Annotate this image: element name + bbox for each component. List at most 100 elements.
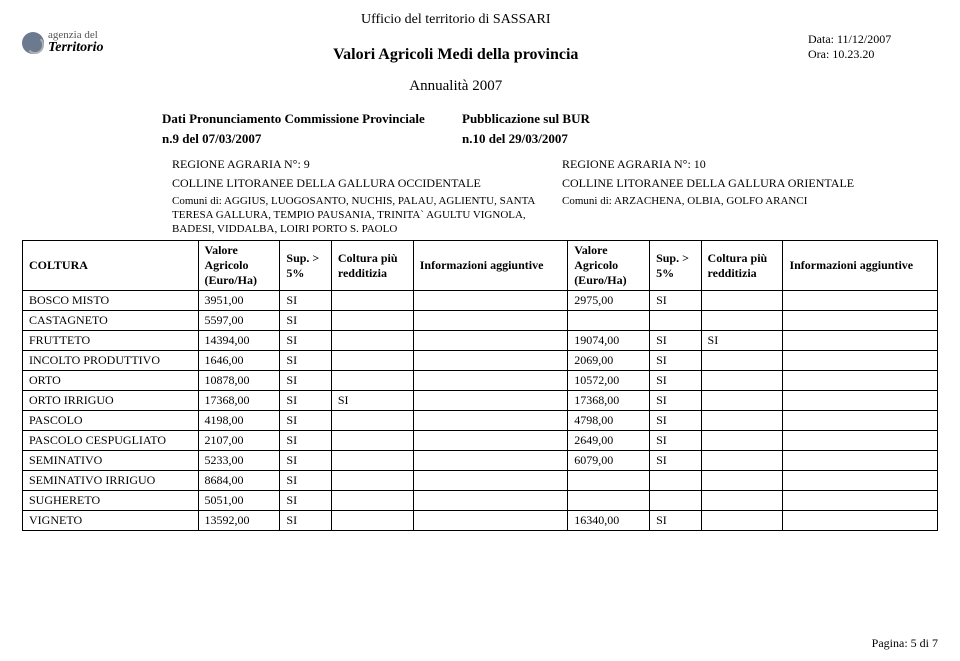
cell-i1 bbox=[413, 471, 567, 491]
time-label: Ora: 10.23.20 bbox=[808, 47, 938, 62]
cell-v2 bbox=[568, 311, 650, 331]
cell-s2 bbox=[650, 491, 701, 511]
cell-i2 bbox=[783, 351, 938, 371]
cell-s2 bbox=[650, 471, 701, 491]
table-body: BOSCO MISTO3951,00SI2975,00SICASTAGNETO5… bbox=[23, 291, 938, 531]
cell-v2 bbox=[568, 471, 650, 491]
table-row: SUGHERETO5051,00SI bbox=[23, 491, 938, 511]
cell-s1: SI bbox=[280, 451, 331, 471]
region-right: REGIONE AGRARIA N°: 10 COLLINE LITORANEE… bbox=[562, 157, 898, 236]
cell-s2: SI bbox=[650, 511, 701, 531]
cell-s1: SI bbox=[280, 331, 331, 351]
table-row: SEMINATIVO IRRIGUO8684,00SI bbox=[23, 471, 938, 491]
cell-coltura: FRUTTETO bbox=[23, 331, 199, 351]
cell-s2: SI bbox=[650, 431, 701, 451]
cell-s1: SI bbox=[280, 511, 331, 531]
cell-i1 bbox=[413, 311, 567, 331]
cell-v2 bbox=[568, 491, 650, 511]
table-row: BOSCO MISTO3951,00SI2975,00SI bbox=[23, 291, 938, 311]
cell-v1: 3951,00 bbox=[198, 291, 280, 311]
cell-r1 bbox=[331, 371, 413, 391]
th-sup-1: Sup. > 5% bbox=[280, 241, 331, 291]
table-row: PASCOLO CESPUGLIATO2107,00SI2649,00SI bbox=[23, 431, 938, 451]
page-footer: Pagina: 5 di 7 bbox=[872, 636, 938, 651]
cell-v1: 17368,00 bbox=[198, 391, 280, 411]
logo-text: agenzia del Territorio bbox=[48, 30, 104, 55]
cell-v2: 2649,00 bbox=[568, 431, 650, 451]
region-left-name: COLLINE LITORANEE DELLA GALLURA OCCIDENT… bbox=[172, 176, 542, 191]
cell-s2 bbox=[650, 311, 701, 331]
commission-label: Dati Pronunciamento Commissione Provinci… bbox=[162, 111, 462, 127]
publication-label: Pubblicazione sul BUR bbox=[462, 111, 898, 127]
th-red-2: Coltura più redditizia bbox=[701, 241, 783, 291]
publication-value: n.10 del 29/03/2007 bbox=[462, 131, 898, 147]
cell-s1: SI bbox=[280, 311, 331, 331]
cell-v2: 19074,00 bbox=[568, 331, 650, 351]
center-titles: Ufficio del territorio di SASSARI Valori… bbox=[104, 12, 809, 105]
table-header-row: COLTURA Valore Agricolo (Euro/Ha) Sup. >… bbox=[23, 241, 938, 291]
cell-i1 bbox=[413, 411, 567, 431]
cell-i1 bbox=[413, 371, 567, 391]
subheader-labels: Dati Pronunciamento Commissione Provinci… bbox=[162, 111, 898, 127]
subheader-values: n.9 del 07/03/2007 n.10 del 29/03/2007 bbox=[162, 131, 898, 147]
cell-r1 bbox=[331, 411, 413, 431]
annualita: Annualità 2007 bbox=[104, 78, 809, 95]
cell-s1: SI bbox=[280, 491, 331, 511]
cell-i1 bbox=[413, 331, 567, 351]
cell-i1 bbox=[413, 451, 567, 471]
cell-s1: SI bbox=[280, 351, 331, 371]
table-row: FRUTTETO14394,00SI19074,00SISI bbox=[23, 331, 938, 351]
cell-r1 bbox=[331, 511, 413, 531]
header: agenzia del Territorio Ufficio del terri… bbox=[22, 12, 938, 105]
cell-r1 bbox=[331, 471, 413, 491]
cell-i2 bbox=[783, 311, 938, 331]
region-right-comuni: Comuni di: ARZACHENA, OLBIA, GOLFO ARANC… bbox=[562, 195, 898, 209]
cell-coltura: CASTAGNETO bbox=[23, 311, 199, 331]
cell-v1: 5233,00 bbox=[198, 451, 280, 471]
data-table: COLTURA Valore Agricolo (Euro/Ha) Sup. >… bbox=[22, 240, 938, 531]
office-title: Ufficio del territorio di SASSARI bbox=[104, 12, 809, 28]
cell-s1: SI bbox=[280, 431, 331, 451]
cell-coltura: SEMINATIVO bbox=[23, 451, 199, 471]
cell-v1: 13592,00 bbox=[198, 511, 280, 531]
cell-s2: SI bbox=[650, 291, 701, 311]
region-right-num: REGIONE AGRARIA N°: 10 bbox=[562, 157, 898, 172]
th-valore-2: Valore Agricolo (Euro/Ha) bbox=[568, 241, 650, 291]
cell-i2 bbox=[783, 511, 938, 531]
date-meta: Data: 11/12/2007 Ora: 10.23.20 bbox=[808, 32, 938, 62]
cell-r2 bbox=[701, 471, 783, 491]
cell-coltura: PASCOLO bbox=[23, 411, 199, 431]
cell-i1 bbox=[413, 511, 567, 531]
cell-coltura: INCOLTO PRODUTTIVO bbox=[23, 351, 199, 371]
cell-v1: 8684,00 bbox=[198, 471, 280, 491]
cell-r2 bbox=[701, 411, 783, 431]
cell-coltura: PASCOLO CESPUGLIATO bbox=[23, 431, 199, 451]
table-row: INCOLTO PRODUTTIVO1646,00SI2069,00SI bbox=[23, 351, 938, 371]
cell-v1: 10878,00 bbox=[198, 371, 280, 391]
agency-logo: agenzia del Territorio bbox=[22, 30, 104, 55]
cell-s1: SI bbox=[280, 471, 331, 491]
cell-v1: 5597,00 bbox=[198, 311, 280, 331]
cell-s2: SI bbox=[650, 451, 701, 471]
cell-v2: 6079,00 bbox=[568, 451, 650, 471]
cell-r1 bbox=[331, 331, 413, 351]
cell-r2 bbox=[701, 431, 783, 451]
cell-i1 bbox=[413, 391, 567, 411]
cell-r2 bbox=[701, 451, 783, 471]
cell-coltura: SUGHERETO bbox=[23, 491, 199, 511]
cell-r1 bbox=[331, 311, 413, 331]
cell-i2 bbox=[783, 451, 938, 471]
cell-i1 bbox=[413, 351, 567, 371]
cell-v2: 17368,00 bbox=[568, 391, 650, 411]
cell-v2: 2975,00 bbox=[568, 291, 650, 311]
cell-r2 bbox=[701, 511, 783, 531]
table-row: ORTO IRRIGUO17368,00SISI17368,00SI bbox=[23, 391, 938, 411]
cell-i1 bbox=[413, 491, 567, 511]
region-right-name: COLLINE LITORANEE DELLA GALLURA ORIENTAL… bbox=[562, 176, 898, 191]
th-coltura: COLTURA bbox=[23, 241, 199, 291]
th-info-1: Informazioni aggiuntive bbox=[413, 241, 567, 291]
cell-coltura: SEMINATIVO IRRIGUO bbox=[23, 471, 199, 491]
cell-s2: SI bbox=[650, 411, 701, 431]
cell-i2 bbox=[783, 331, 938, 351]
logo-line2: Territorio bbox=[48, 41, 104, 55]
